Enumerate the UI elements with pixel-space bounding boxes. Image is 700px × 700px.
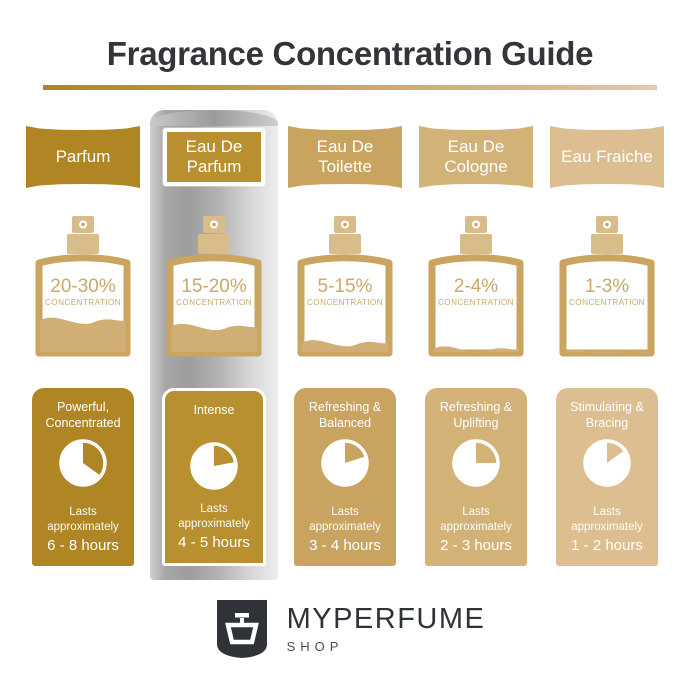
lasts-label: Lasts approximately xyxy=(440,506,512,534)
card-title: Intense xyxy=(193,403,235,417)
hours-value: 3 - 4 hours xyxy=(309,537,381,555)
perfume-bottle-3: 5-15% CONCENTRATION xyxy=(288,210,402,365)
card-title: Refreshing & Uplifting xyxy=(439,400,513,430)
perfume-bottle-5: 1-3% CONCENTRATION xyxy=(550,210,664,365)
svg-text:CONCENTRATION: CONCENTRATION xyxy=(176,298,252,307)
hours-value: 1 - 2 hours xyxy=(571,537,643,555)
title-divider xyxy=(43,85,657,91)
badge-2[interactable]: Eau De Parfum xyxy=(163,128,265,186)
perfume-bottle-shield-icon xyxy=(216,600,267,658)
badge-3[interactable]: Eau De Toilette xyxy=(288,126,402,188)
description-card-4[interactable]: Refreshing & Uplifting Lasts approximate… xyxy=(425,388,527,566)
badge-label: Eau Fraiche xyxy=(561,147,653,167)
comparison-grid: Parfum 20-30% CONCENTRATION Powerful, Co… xyxy=(0,110,700,580)
description-card-3[interactable]: Refreshing & Balanced Lasts approximatel… xyxy=(294,388,396,566)
brand-logo: MYPERFUME SHOP xyxy=(0,598,700,660)
logo-name: MYPERFUME xyxy=(286,603,486,635)
badge-label: Eau De Cologne xyxy=(444,137,508,176)
perfume-bottle-2: 15-20% CONCENTRATION xyxy=(157,210,271,365)
card-title: Stimulating & Bracing xyxy=(570,400,644,430)
badge-label: Eau De Toilette xyxy=(316,137,374,176)
fragrance-column-4: Eau De Cologne 2-4% CONCENTRATION Refres… xyxy=(419,110,533,580)
fragrance-column-2: Eau De Parfum 15-20% CONCENTRATION Inten… xyxy=(157,110,271,580)
fragrance-column-1: Parfum 20-30% CONCENTRATION Powerful, Co… xyxy=(26,110,140,580)
hours-value: 2 - 3 hours xyxy=(440,537,512,555)
page-title: Fragrance Concentration Guide xyxy=(106,35,594,72)
svg-text:15-20%: 15-20% xyxy=(181,276,247,297)
svg-text:CONCENTRATION: CONCENTRATION xyxy=(307,298,383,307)
badge-5[interactable]: Eau Fraiche xyxy=(550,126,664,188)
badge-4[interactable]: Eau De Cologne xyxy=(419,126,533,188)
logo-subtitle: SHOP xyxy=(286,639,344,654)
longevity-pie-chart-2 xyxy=(189,441,239,496)
header: Fragrance Concentration Guide xyxy=(0,35,700,91)
perfume-bottle-4: 2-4% CONCENTRATION xyxy=(419,210,533,365)
svg-text:2-4%: 2-4% xyxy=(454,276,498,297)
lasts-label: Lasts approximately xyxy=(571,506,643,534)
card-title: Refreshing & Balanced xyxy=(308,400,382,430)
badge-1[interactable]: Parfum xyxy=(26,126,140,188)
description-card-5[interactable]: Stimulating & Bracing Lasts approximatel… xyxy=(556,388,658,566)
fragrance-column-5: Eau Fraiche 1-3% CONCENTRATION Stimulati… xyxy=(550,110,664,580)
lasts-label: Lasts approximately xyxy=(309,506,381,534)
longevity-pie-chart-5 xyxy=(582,438,632,493)
lasts-label: Lasts approximately xyxy=(47,506,119,534)
longevity-pie-chart-3 xyxy=(320,438,370,493)
longevity-pie-chart-4 xyxy=(451,438,501,493)
svg-text:CONCENTRATION: CONCENTRATION xyxy=(45,298,121,307)
longevity-pie-chart-1 xyxy=(58,438,108,493)
svg-text:1-3%: 1-3% xyxy=(585,276,629,297)
fragrance-column-3: Eau De Toilette 5-15% CONCENTRATION Refr… xyxy=(288,110,402,580)
description-card-2[interactable]: Intense Lasts approximately 4 - 5 hours xyxy=(162,388,266,566)
hours-value: 4 - 5 hours xyxy=(178,534,250,552)
svg-text:5-15%: 5-15% xyxy=(318,276,373,297)
lasts-label: Lasts approximately xyxy=(178,503,250,531)
svg-text:20-30%: 20-30% xyxy=(50,276,116,297)
svg-text:CONCENTRATION: CONCENTRATION xyxy=(438,298,514,307)
svg-text:CONCENTRATION: CONCENTRATION xyxy=(569,298,645,307)
perfume-bottle-1: 20-30% CONCENTRATION xyxy=(26,210,140,365)
badge-label: Parfum xyxy=(55,147,111,167)
badge-label: Eau De Parfum xyxy=(185,137,243,176)
description-card-1[interactable]: Powerful, Concentrated Lasts approximate… xyxy=(32,388,134,566)
logo-wordmark: MYPERFUME SHOP xyxy=(286,603,486,654)
hours-value: 6 - 8 hours xyxy=(47,537,119,555)
card-title: Powerful, Concentrated xyxy=(45,400,121,430)
